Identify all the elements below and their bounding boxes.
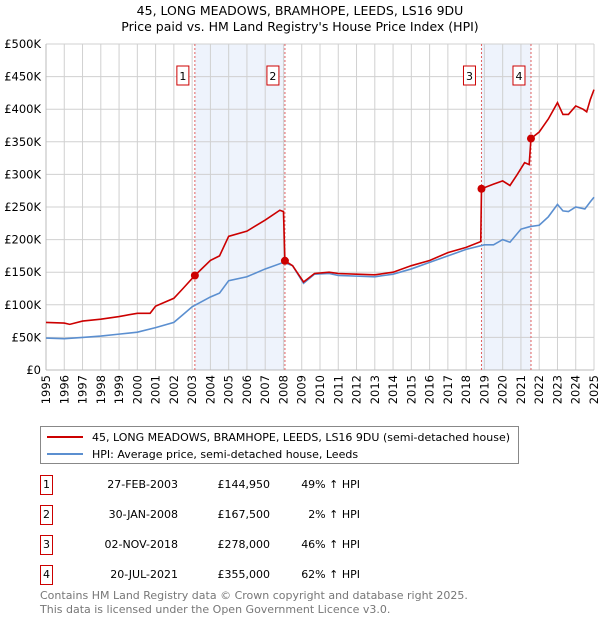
x-tick-label: 2023 bbox=[550, 375, 564, 404]
x-tick-label: 2017 bbox=[441, 375, 455, 404]
x-tick-label: 2024 bbox=[569, 375, 583, 404]
sale-date: 20-JUL-2021 bbox=[110, 568, 178, 581]
y-tick-label: £350K bbox=[4, 135, 41, 149]
x-tick-label: 2011 bbox=[331, 375, 345, 404]
y-tick-label: £50K bbox=[12, 330, 42, 344]
sale-marker-label: 2 bbox=[269, 70, 276, 83]
sale-price: £278,000 bbox=[217, 538, 271, 551]
x-tick-label: 2007 bbox=[258, 375, 272, 404]
x-tick-label: 2022 bbox=[532, 375, 546, 404]
sale-date: 30-JAN-2008 bbox=[108, 508, 178, 521]
y-tick-label: £400K bbox=[4, 102, 41, 116]
x-tick-label: 2016 bbox=[423, 375, 437, 404]
x-tick-label: 1995 bbox=[39, 375, 53, 404]
hpi-line bbox=[45, 196, 595, 340]
sales-table-row: 1 27-FEB-2003 £144,950 49% ↑ HPI bbox=[40, 475, 440, 496]
sale-number: 2 bbox=[40, 505, 53, 525]
sale-hpi-change: 49% ↑ HPI bbox=[301, 478, 360, 491]
legend-label: 45, LONG MEADOWS, BRAMHOPE, LEEDS, LS16 … bbox=[92, 430, 511, 444]
x-tick-label: 2014 bbox=[386, 375, 400, 404]
sale-marker-label: 4 bbox=[515, 70, 522, 83]
sale-price: £355,000 bbox=[217, 568, 271, 581]
sales-table-row: 4 20-JUL-2021 £355,000 62% ↑ HPI bbox=[40, 565, 440, 586]
x-tick-label: 2003 bbox=[185, 375, 199, 404]
x-tick-label: 2025 bbox=[587, 375, 600, 404]
sales-table-row: 2 30-JAN-2008 £167,500 2% ↑ HPI bbox=[40, 505, 440, 526]
y-tick-label: £450K bbox=[4, 70, 41, 84]
x-tick-label: 2015 bbox=[404, 375, 418, 404]
legend: 45, LONG MEADOWS, BRAMHOPE, LEEDS, LS16 … bbox=[40, 426, 520, 464]
x-tick-label: 2004 bbox=[203, 375, 217, 404]
legend-swatch-red bbox=[47, 436, 83, 438]
footer-copyright: Contains HM Land Registry data © Crown c… bbox=[40, 589, 468, 602]
sale-hpi-change: 2% ↑ HPI bbox=[308, 508, 360, 521]
sale-hpi-change: 46% ↑ HPI bbox=[301, 538, 360, 551]
plot-area: 1995 1996 1997 1998 1999 2000 2001 2002 2003 2004… bbox=[4, 37, 600, 404]
sale-number: 3 bbox=[40, 535, 53, 555]
y-tick-label: £150K bbox=[4, 265, 41, 279]
sale-date: 02-NOV-2018 bbox=[104, 538, 178, 551]
chart-subtitle: Price paid vs. HM Land Registry's House … bbox=[121, 19, 479, 34]
sale-date: 27-FEB-2003 bbox=[107, 478, 178, 491]
sale-marker-label: 3 bbox=[466, 70, 473, 83]
x-tick-label: 1999 bbox=[112, 375, 126, 404]
sale-point bbox=[190, 271, 199, 280]
sale-point bbox=[477, 184, 486, 193]
sale-marker-box bbox=[512, 65, 526, 86]
sale-number: 1 bbox=[40, 475, 53, 495]
property-price-line bbox=[45, 89, 595, 326]
sale-price: £167,500 bbox=[217, 508, 271, 521]
y-tick-label: £100K bbox=[4, 298, 41, 312]
x-tick-label: 2019 bbox=[477, 375, 491, 404]
x-tick-label: 2001 bbox=[149, 375, 163, 404]
footer-licence: This data is licensed under the Open Gov… bbox=[40, 603, 391, 616]
legend-item-hpi: HPI: Average price, semi-detached house,… bbox=[47, 447, 516, 461]
y-tick-label: £250K bbox=[4, 200, 41, 214]
sales-table-row: 3 02-NOV-2018 £278,000 46% ↑ HPI bbox=[40, 535, 440, 556]
x-tick-label: 2010 bbox=[313, 375, 327, 404]
x-tick-label: 2008 bbox=[276, 375, 290, 404]
sale-marker-label: 1 bbox=[179, 70, 186, 83]
x-tick-label: 2018 bbox=[459, 375, 473, 404]
x-tick-label: 1996 bbox=[57, 375, 71, 404]
x-tick-label: 2021 bbox=[514, 375, 528, 404]
sale-point bbox=[526, 134, 535, 143]
legend-label: HPI: Average price, semi-detached house,… bbox=[92, 447, 359, 461]
sale-point bbox=[280, 256, 289, 265]
x-tick-label: 2002 bbox=[167, 375, 181, 404]
sale-marker-box bbox=[462, 65, 476, 86]
y-tick-label: £200K bbox=[4, 233, 41, 247]
sale-marker-box bbox=[176, 65, 190, 86]
legend-swatch-blue bbox=[47, 453, 83, 455]
sale-hpi-change: 62% ↑ HPI bbox=[301, 568, 360, 581]
x-tick-label: 2012 bbox=[350, 375, 364, 404]
sale-number: 4 bbox=[40, 565, 53, 585]
y-tick-label: £0 bbox=[26, 363, 41, 377]
x-tick-label: 2020 bbox=[496, 375, 510, 404]
y-tick-label: £300K bbox=[4, 167, 41, 181]
x-tick-label: 2006 bbox=[240, 375, 254, 404]
chart-title: 45, LONG MEADOWS, BRAMHOPE, LEEDS, LS16 … bbox=[136, 3, 464, 18]
x-tick-label: 2000 bbox=[130, 375, 144, 404]
sale-marker-box bbox=[266, 65, 280, 86]
x-tick-label: 2005 bbox=[222, 375, 236, 404]
x-tick-label: 2013 bbox=[368, 375, 382, 404]
y-tick-label: £500K bbox=[4, 37, 41, 51]
x-tick-label: 2009 bbox=[295, 375, 309, 404]
x-tick-label: 1998 bbox=[94, 375, 108, 404]
sale-price: £144,950 bbox=[217, 478, 271, 491]
x-tick-label: 1997 bbox=[76, 375, 90, 404]
legend-item-property: 45, LONG MEADOWS, BRAMHOPE, LEEDS, LS16 … bbox=[47, 430, 516, 444]
